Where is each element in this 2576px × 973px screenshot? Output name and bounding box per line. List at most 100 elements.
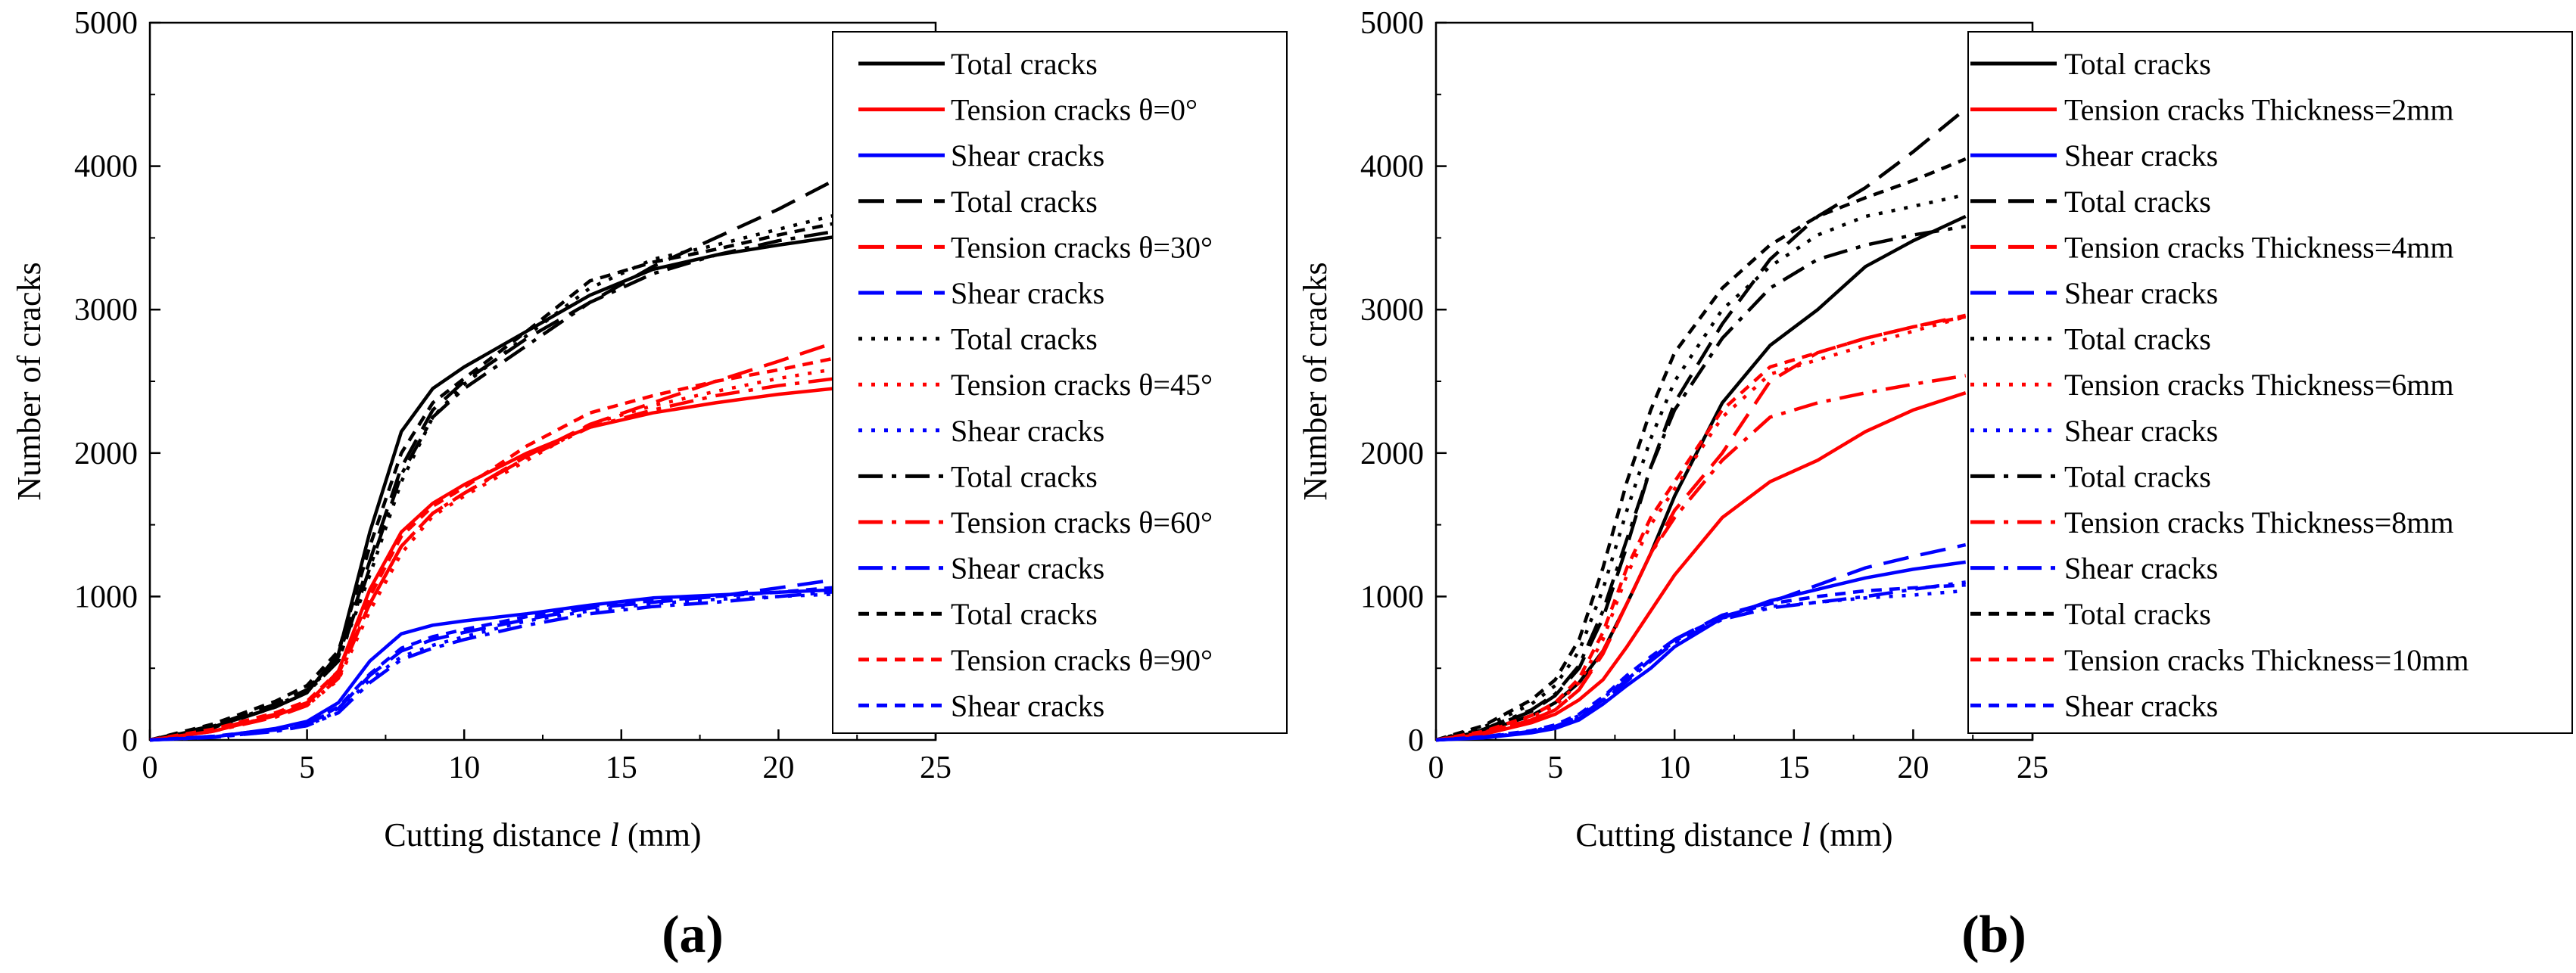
legend: Total cracks Tension cracks θ=0° Shear cra… [832, 31, 1288, 734]
legend-entry: Total cracks [2064, 459, 2211, 493]
series-line [1435, 315, 1967, 742]
legend-entry: Shear cracks [951, 276, 1104, 310]
x-tick-label: 20 [1897, 751, 1929, 785]
legend-entry: Shear cracks [951, 689, 1104, 723]
legend-box [1967, 31, 2573, 734]
y-tick-label: 5000 [74, 6, 138, 41]
x-tick-label: 0 [1428, 751, 1444, 785]
y-tick-label: 2000 [74, 437, 138, 471]
series-line [149, 589, 848, 742]
series-line [149, 587, 848, 742]
series-line [1435, 313, 1967, 742]
x-tick-label: 25 [920, 751, 952, 785]
x-tick-label: 15 [606, 751, 637, 785]
series-line [149, 375, 848, 742]
series-lines [149, 172, 849, 742]
y-axis-label: Number of cracks [1297, 262, 1334, 500]
x-axis-label-part: l [610, 816, 619, 853]
legend-entry: Total cracks [2064, 322, 2211, 356]
y-tick-label: 4000 [1360, 150, 1424, 185]
x-axis-label: Cutting distance l (mm) [1575, 816, 1892, 853]
y-tick-label: 1000 [1360, 580, 1424, 614]
legend-entry: Tension cracks θ=0° [951, 93, 1198, 127]
x-tick-label: 15 [1778, 751, 1810, 785]
x-tick-label: 10 [1659, 751, 1690, 785]
legend-entry: Total cracks [951, 322, 1098, 356]
series-line [1435, 374, 1967, 742]
legend-entry: Tension cracks θ=30° [951, 230, 1213, 264]
legend-entry: Tension cracks Thickness=6mm [2064, 368, 2453, 402]
x-axis-label-part: (mm) [1811, 816, 1893, 853]
legend-entry: Shear cracks [951, 552, 1104, 586]
x-tick-label: 20 [762, 751, 794, 785]
legend-entry: Tension cracks Thickness=10mm [2064, 643, 2469, 677]
series-line [149, 172, 849, 742]
x-axis-label-part: l [1802, 816, 1811, 853]
legend-entry: Total cracks [2064, 185, 2211, 219]
legend-entry: Tension cracks θ=90° [951, 643, 1213, 677]
legend-entry: Tension cracks θ=60° [951, 505, 1213, 539]
series-line [149, 219, 849, 742]
series-line [1435, 193, 1967, 742]
x-tick-label: 0 [142, 751, 158, 785]
y-axis-label: Number of cracks [11, 262, 48, 500]
legend-entry: Tension cracks Thickness=8mm [2064, 505, 2453, 539]
chart-panel-b: 0 5 10 15 20 25 0 1000 2000 3000 4000 5000 Cutting d… [1297, 6, 2573, 964]
series-line [149, 365, 849, 742]
x-axis-label-part: Cutting distance [384, 816, 609, 853]
legend-entry: Total cracks [951, 47, 1098, 81]
y-tick-label: 0 [122, 723, 138, 758]
series-line [1435, 224, 1967, 742]
legend-entry: Total cracks [951, 597, 1098, 631]
legend-entry: Shear cracks [2064, 689, 2218, 723]
legend-entry: Total cracks [951, 185, 1098, 219]
y-tick-label: 1000 [74, 580, 138, 614]
series-line [1435, 107, 1967, 742]
legend-entry: Total cracks [2064, 47, 2211, 81]
series-line [1435, 315, 1967, 742]
panel-label: (a) [662, 906, 724, 964]
x-tick-label: 25 [2017, 751, 2048, 785]
legend-entry: Shear cracks [2064, 552, 2218, 586]
y-tick-label: 3000 [74, 293, 138, 328]
panel-label: (b) [1961, 906, 2026, 964]
legend-entry: Shear cracks [2064, 276, 2218, 310]
series-line [149, 227, 849, 742]
legend-entry: Tension cracks Thickness=2mm [2064, 93, 2453, 127]
legend-entry: Tension cracks θ=45° [951, 368, 1213, 402]
y-tick-label: 0 [1408, 723, 1424, 758]
y-tick-label: 5000 [1360, 6, 1424, 41]
series-line [149, 233, 849, 742]
x-tick-label: 10 [448, 751, 480, 785]
series-line [149, 210, 849, 742]
x-axis-label: Cutting distance l (mm) [384, 816, 701, 853]
legend: Total cracks Tension cracks Thickness=2mm… [1967, 31, 2573, 734]
legend-entry: Total cracks [2064, 597, 2211, 631]
series-line [1435, 583, 1966, 742]
legend-entry: Shear cracks [951, 138, 1104, 173]
series-line [149, 385, 848, 742]
legend-entry: Total cracks [951, 459, 1098, 493]
series-line [149, 353, 849, 742]
series-lines [1435, 107, 1967, 742]
series-line [1435, 560, 1967, 742]
y-tick-label: 2000 [1360, 437, 1424, 471]
x-axis-label-part: (mm) [619, 816, 702, 853]
series-line [149, 592, 848, 742]
x-tick-label: 5 [299, 751, 315, 785]
legend-entry: Shear cracks [951, 414, 1104, 448]
legend-entry: Shear cracks [2064, 138, 2218, 173]
legend-entry: Tension cracks Thickness=4mm [2064, 230, 2453, 264]
series-line [149, 584, 848, 742]
plot-area [1434, 21, 2034, 741]
chart-panel-a: 0 5 10 15 20 25 0 1000 2000 3000 4000 5000 Cutting d… [11, 6, 1288, 964]
legend-box [832, 31, 1288, 734]
legend-entry: Shear cracks [2064, 414, 2218, 448]
y-tick-label: 4000 [74, 150, 138, 185]
series-line [1435, 580, 1967, 742]
series-line [1435, 391, 1967, 742]
x-axis-label-part: Cutting distance [1575, 816, 1801, 853]
y-tick-label: 3000 [1360, 293, 1424, 328]
x-tick-label: 5 [1547, 751, 1563, 785]
